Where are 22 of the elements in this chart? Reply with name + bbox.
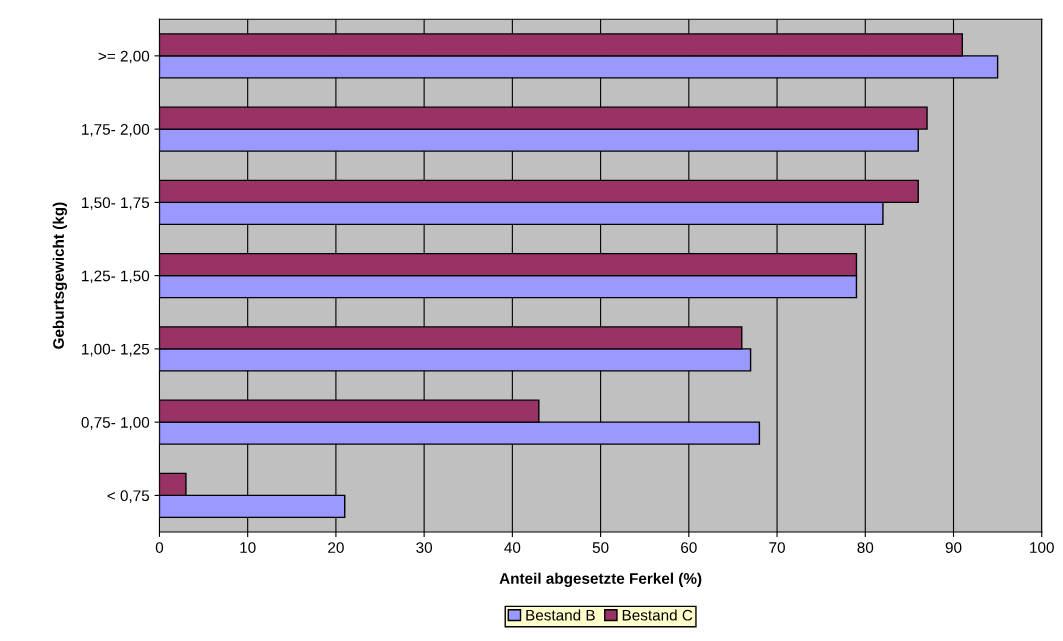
x-tick-label: 50: [592, 542, 609, 553]
y-tick-label: 1,75- 2,00: [82, 123, 150, 137]
y-tick-label: < 0,75: [107, 490, 150, 503]
x-tick-label: 30: [416, 542, 433, 553]
y-tick-label: 1,50- 1,75: [82, 197, 150, 210]
x-axis-title: Anteil abgesetzte Ferkel (%): [499, 572, 702, 587]
legend-label: Bestand B: [526, 609, 595, 621]
x-tick-label: 20: [328, 542, 344, 553]
x-tick-label: 80: [857, 542, 874, 553]
x-tick-label: 60: [681, 542, 697, 553]
x-tick-label: 70: [769, 542, 785, 553]
legend-label: Bestand C: [622, 609, 693, 621]
x-tick-label: 10: [240, 542, 256, 553]
y-tick-label: 1,25- 1,50: [82, 270, 150, 284]
y-tick-label: >= 2,00: [98, 50, 150, 64]
x-tick-label: 100: [1030, 542, 1054, 553]
y-tick-label: 1,00- 1,25: [82, 343, 150, 357]
y-axis-title: Geburtsgewicht (kg): [52, 202, 68, 349]
y-tick-label: 0,75- 1,00: [81, 417, 150, 430]
x-tick-label: 0: [155, 542, 164, 553]
x-tick-label: 90: [945, 542, 962, 553]
x-tick-label: 40: [504, 542, 521, 553]
